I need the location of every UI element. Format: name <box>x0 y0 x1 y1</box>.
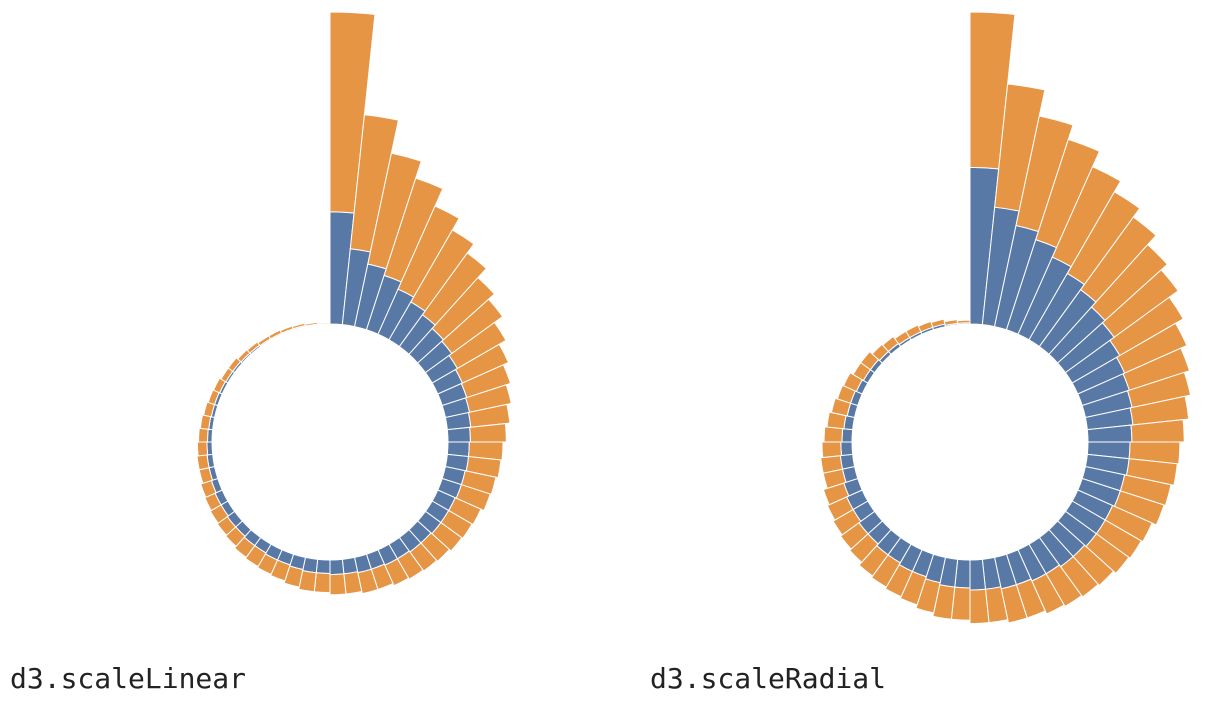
bar-linear-outer-30 <box>313 572 331 594</box>
bar-radial-outer-59 <box>956 319 971 324</box>
bar-radial-inner-45 <box>841 428 854 443</box>
bar-linear-outer-43 <box>196 454 210 471</box>
caption-scale-linear: d3.scaleLinear <box>10 662 247 695</box>
bar-linear-inner-28 <box>341 556 359 575</box>
bar-linear-outer-46 <box>199 414 212 430</box>
chart-scale-radial <box>820 11 1192 625</box>
bar-radial-outer-44 <box>821 441 843 459</box>
chart-scale-linear <box>196 11 512 596</box>
bar-radial-outer-45 <box>823 426 844 443</box>
bar-linear-inner-14 <box>446 426 471 443</box>
bar-radial-inner-44 <box>840 441 854 457</box>
bar-radial-outer-29 <box>969 588 990 625</box>
bar-radial-inner-29 <box>969 558 987 591</box>
bar-linear-outer-44 <box>196 441 209 457</box>
caption-scale-radial: d3.scaleRadial <box>650 662 887 695</box>
bar-linear-inner-29 <box>329 558 345 576</box>
bar-linear-outer-45 <box>198 427 209 443</box>
bar-linear-outer-14 <box>469 423 507 443</box>
bar-linear-outer-29 <box>329 573 347 596</box>
bar-linear-inner-30 <box>315 558 331 574</box>
bar-linear-outer-59 <box>316 321 331 325</box>
